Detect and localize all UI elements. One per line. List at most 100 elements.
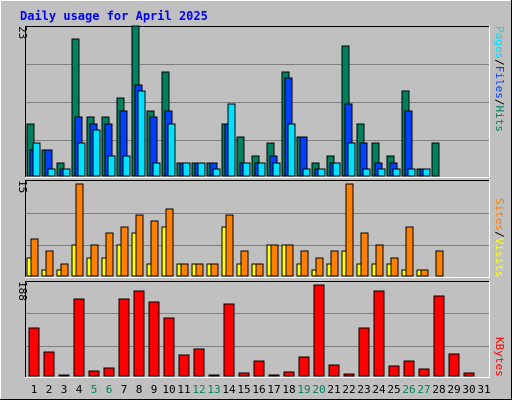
sites-bar	[195, 263, 204, 277]
pages-bar	[167, 123, 176, 177]
legend-sites: Sites	[493, 198, 506, 231]
pages-bar	[242, 162, 251, 177]
sites-bar	[285, 244, 294, 277]
pages-bar	[47, 168, 56, 177]
day-label: 14	[222, 383, 236, 396]
kbytes-bar	[433, 295, 445, 377]
files-bar	[404, 110, 413, 177]
day-label: 19	[297, 383, 310, 396]
pages-bar	[152, 162, 161, 177]
kbytes-bar	[343, 373, 355, 377]
middle-panel-legend: Sites/Visits	[493, 198, 506, 278]
pages-bar	[272, 162, 281, 177]
kbytes-bar	[193, 348, 205, 377]
kbytes-bar	[148, 301, 160, 377]
day-label: 21	[327, 383, 340, 396]
sites-bar	[75, 183, 84, 277]
kbytes-panel	[25, 281, 490, 378]
chart-title: Daily usage for April 2025	[20, 9, 208, 23]
kbytes-bar	[298, 356, 310, 377]
day-label: 5	[91, 383, 98, 396]
day-label: 27	[417, 383, 430, 396]
day-label: 18	[282, 383, 295, 396]
legend-kbytes: KBytes	[493, 337, 506, 377]
sites-bar	[435, 250, 444, 277]
day-label: 13	[207, 383, 220, 396]
sites-bar	[120, 226, 129, 277]
sites-bar	[345, 183, 354, 277]
kbytes-bar	[238, 372, 250, 377]
kbytes-bar	[388, 365, 400, 377]
kbytes-bar	[403, 360, 415, 377]
day-label: 29	[447, 383, 460, 396]
kbytes-bar	[73, 298, 85, 377]
top-panel-max-label: 23	[16, 26, 29, 39]
pages-bar	[362, 168, 371, 177]
day-label: 22	[342, 383, 355, 396]
sites-bar	[105, 232, 114, 277]
pages-bar	[422, 168, 431, 177]
day-label: 15	[237, 383, 250, 396]
sites-bar	[180, 263, 189, 277]
day-label: 26	[402, 383, 415, 396]
kbytes-bar	[58, 374, 70, 377]
day-label: 11	[177, 383, 190, 396]
kbytes-bar	[328, 364, 340, 377]
kbytes-bar	[313, 284, 325, 377]
pages-bar	[122, 155, 131, 177]
sites-bar	[45, 250, 54, 277]
pages-bar	[32, 142, 41, 177]
day-label: 3	[61, 383, 68, 396]
sites-bar	[60, 263, 69, 277]
sites-bar	[240, 250, 249, 277]
pages-bar	[62, 168, 71, 177]
legend-hits: Hits	[493, 106, 506, 133]
hits-bar	[431, 142, 440, 177]
day-label: 20	[312, 383, 325, 396]
sites-bar	[360, 232, 369, 277]
kbytes-bar	[358, 327, 370, 377]
sites-bar	[150, 220, 159, 277]
sites-bar	[390, 257, 399, 277]
day-label: 30	[462, 383, 475, 396]
sites-bar	[255, 263, 264, 277]
sites-bar	[210, 263, 219, 277]
pages-bar	[332, 162, 341, 177]
kbytes-bar	[448, 353, 460, 377]
day-label: 4	[76, 383, 83, 396]
kbytes-bar	[28, 327, 40, 377]
bottom-panel-legend: KBytes	[493, 337, 506, 377]
pages-bar	[182, 162, 191, 177]
day-label: 2	[46, 383, 53, 396]
day-axis-labels: 1 2 3 4 5 6 7 8 9 10 11 12 13 14 15 16 17 18 19 20 21 22 23 24 2…	[31, 383, 491, 396]
pages-bar	[302, 168, 311, 177]
kbytes-bar	[373, 290, 385, 377]
day-label: 24	[372, 383, 386, 396]
sites-bar	[300, 250, 309, 277]
legend-visits: Visits	[493, 238, 506, 278]
legend-pages: Pages	[493, 26, 506, 59]
day-label: 7	[121, 383, 128, 396]
kbytes-bar	[268, 374, 280, 377]
sites-bar	[30, 238, 39, 277]
sites-bar	[90, 244, 99, 277]
sites-bar	[405, 226, 414, 277]
day-label: 31	[477, 383, 490, 396]
kbytes-bar	[208, 374, 220, 377]
kbytes-bar	[103, 367, 115, 377]
kbytes-bar	[88, 370, 100, 377]
pages-bar	[107, 155, 116, 177]
pages-bar	[317, 168, 326, 177]
day-label: 12	[192, 383, 205, 396]
kbytes-bar	[463, 372, 475, 377]
pages-bar	[137, 90, 146, 177]
pages-bar	[92, 129, 101, 177]
sites-bar	[270, 244, 279, 277]
top-panel-legend: Pages/Files/Hits	[493, 26, 506, 132]
kbytes-bar	[223, 303, 235, 377]
kbytes-bar	[418, 368, 430, 377]
sites-bar	[420, 269, 429, 277]
day-label: 8	[136, 383, 143, 396]
